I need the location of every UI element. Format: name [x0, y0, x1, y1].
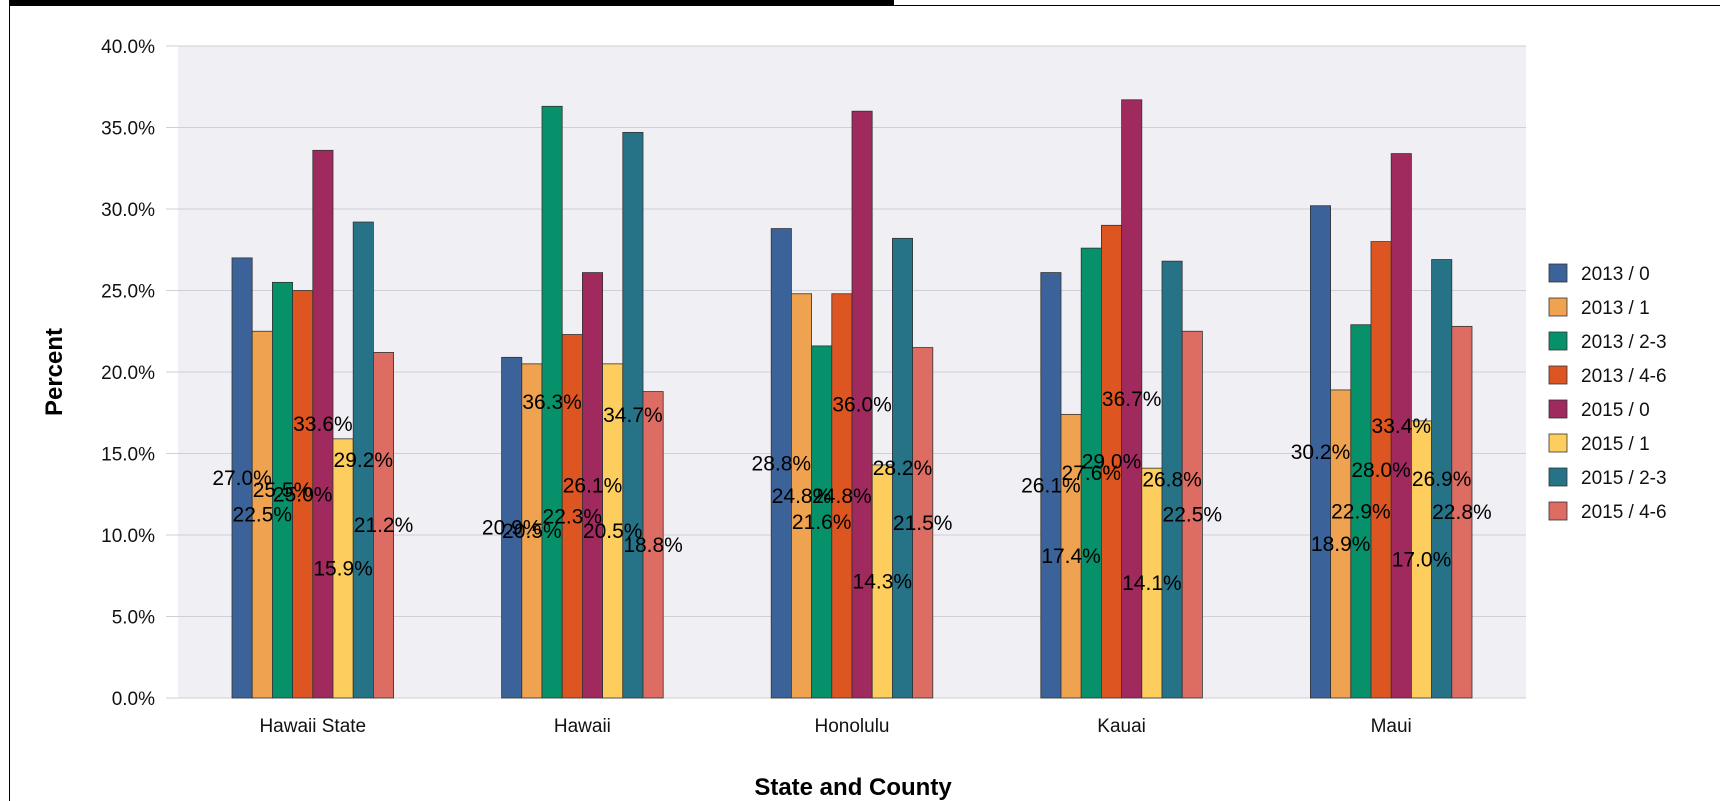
- legend-swatch: [1548, 263, 1568, 283]
- data-label: 22.9%: [1331, 500, 1391, 523]
- data-label: 18.9%: [1311, 533, 1371, 556]
- bar: [372, 352, 394, 699]
- y-tick-label: 10.0%: [101, 526, 155, 547]
- data-label: 24.8%: [772, 485, 832, 508]
- x-axis-title: State and County: [754, 774, 952, 801]
- data-label: 36.7%: [1102, 388, 1162, 411]
- legend-label: 2015 / 4-6: [1581, 502, 1667, 523]
- data-label: 20.5%: [502, 520, 562, 543]
- data-label: 28.8%: [752, 452, 812, 475]
- legend: 2013 / 0 2013 / 1 2013 / 2-3 2013 / 4-6 2015…: [1548, 263, 1667, 523]
- legend-label: 2015 / 1: [1581, 434, 1650, 455]
- legend-swatch: [1548, 399, 1568, 419]
- legend-swatch: [1548, 297, 1568, 317]
- data-label: 27.6%: [1062, 462, 1122, 485]
- data-label: 30.2%: [1291, 441, 1351, 464]
- data-label: 14.3%: [853, 570, 913, 593]
- x-tick-label: Maui: [1371, 716, 1412, 737]
- legend-swatch: [1548, 467, 1568, 487]
- x-tick-label: Kauai: [1097, 716, 1146, 737]
- bar: [642, 391, 664, 699]
- data-label: 14.1%: [1122, 572, 1182, 595]
- x-axis-ticks: Hawaii State Hawaii Honolulu Kauai Maui: [259, 716, 1411, 737]
- y-tick-label: 20.0%: [101, 363, 155, 384]
- data-label: 21.2%: [354, 514, 414, 537]
- legend-label: 2013 / 2-3: [1581, 332, 1667, 353]
- data-label: 21.6%: [792, 511, 852, 534]
- data-label: 20.5%: [583, 520, 643, 543]
- data-label: 18.8%: [623, 534, 683, 557]
- y-tick-label: 25.0%: [101, 282, 155, 303]
- chart-frame: [9, 5, 1720, 801]
- data-label: 22.5%: [1163, 504, 1223, 527]
- data-label: 28.2%: [873, 457, 933, 480]
- data-label: 26.8%: [1142, 469, 1202, 492]
- data-label: 26.9%: [1412, 468, 1472, 491]
- legend-label: 2013 / 1: [1581, 298, 1650, 319]
- data-label: 28.0%: [1351, 459, 1411, 482]
- data-label: 20.9%: [482, 517, 542, 540]
- y-tick-label: 5.0%: [112, 608, 155, 629]
- data-label: 22.3%: [543, 505, 603, 528]
- bar: [1451, 325, 1473, 699]
- title-strip: [9, 0, 894, 5]
- data-label: 25.0%: [273, 483, 333, 506]
- data-label: 26.1%: [1021, 474, 1081, 497]
- legend-swatch: [1548, 331, 1568, 351]
- data-label: 34.7%: [603, 404, 663, 427]
- data-label: 36.3%: [522, 391, 582, 414]
- y-tick-label: 30.0%: [101, 200, 155, 221]
- y-axis-ticks: 0.0% 5.0% 10.0% 15.0% 20.0% 25.0% 30.0% 35.0% 40…: [101, 37, 155, 710]
- x-tick-label: Honolulu: [815, 716, 890, 737]
- y-tick-label: 15.0%: [101, 445, 155, 466]
- bar: [1121, 99, 1143, 699]
- data-label: 22.8%: [1432, 501, 1492, 524]
- legend-label: 2013 / 0: [1581, 264, 1650, 285]
- data-labels: 27.0%22.5%25.5%25.0%33.6%15.9%29.2%21.2%…: [212, 388, 1491, 595]
- y-axis-title: Percent: [41, 328, 68, 416]
- legend-label: 2015 / 2-3: [1581, 468, 1667, 489]
- bar: [851, 110, 873, 699]
- x-tick-label: Hawaii: [554, 716, 611, 737]
- data-label: 17.0%: [1392, 548, 1452, 571]
- bar: [912, 347, 934, 699]
- x-tick-label: Hawaii State: [259, 716, 366, 737]
- data-label: 25.5%: [253, 479, 313, 502]
- data-label: 26.1%: [563, 474, 623, 497]
- data-label: 33.6%: [293, 413, 353, 436]
- legend-swatch: [1548, 365, 1568, 385]
- bars: [231, 99, 1473, 699]
- data-label: 22.5%: [233, 504, 293, 527]
- legend-swatch: [1548, 433, 1568, 453]
- legend-label: 2013 / 4-6: [1581, 366, 1667, 387]
- data-label: 15.9%: [313, 557, 373, 580]
- y-tick-label: 35.0%: [101, 119, 155, 140]
- data-label: 29.2%: [334, 449, 394, 472]
- data-label: 27.0%: [212, 467, 272, 490]
- data-label: 21.5%: [893, 512, 953, 535]
- legend-swatch: [1548, 501, 1568, 521]
- data-label: 33.4%: [1372, 415, 1432, 438]
- bar: [312, 149, 334, 699]
- data-label: 36.0%: [832, 394, 892, 417]
- y-tick-label: 40.0%: [101, 37, 155, 58]
- bar: [1181, 330, 1203, 699]
- data-label: 29.0%: [1082, 451, 1142, 474]
- legend-label: 2015 / 0: [1581, 400, 1650, 421]
- y-tick-label: 0.0%: [112, 689, 155, 710]
- data-label: 17.4%: [1041, 545, 1101, 568]
- data-label: 24.8%: [812, 485, 872, 508]
